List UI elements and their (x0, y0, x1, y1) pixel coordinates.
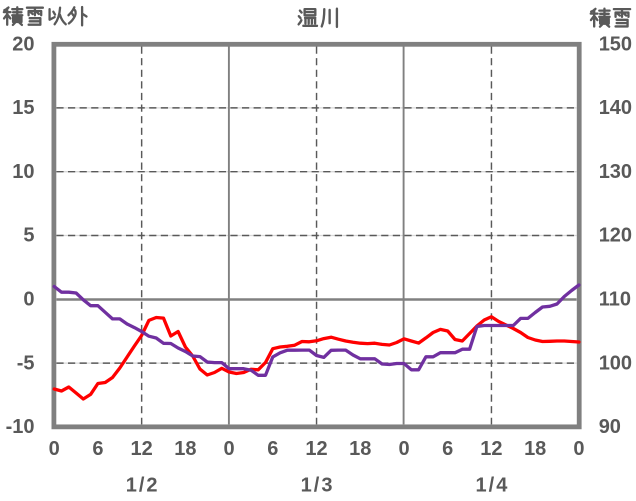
svg-text:150: 150 (599, 33, 632, 55)
svg-text:18: 18 (524, 438, 546, 460)
svg-text:12: 12 (130, 438, 152, 460)
svg-text:0: 0 (23, 289, 34, 311)
svg-text:130: 130 (599, 161, 632, 183)
svg-text:15: 15 (12, 97, 34, 119)
svg-text:1/3: 1/3 (301, 474, 335, 496)
svg-text:0: 0 (224, 438, 235, 460)
svg-text:120: 120 (599, 225, 632, 247)
svg-text:1/2: 1/2 (126, 474, 160, 496)
svg-text:100: 100 (599, 352, 632, 374)
svg-text:6: 6 (92, 438, 103, 460)
svg-text:12: 12 (305, 438, 327, 460)
svg-text:6: 6 (442, 438, 453, 460)
svg-text:0: 0 (573, 438, 584, 460)
svg-text:-10: -10 (6, 416, 35, 438)
svg-text:6: 6 (267, 438, 278, 460)
svg-text:0: 0 (398, 438, 409, 460)
svg-text:18: 18 (174, 438, 196, 460)
svg-text:20: 20 (12, 33, 34, 55)
svg-text:110: 110 (599, 289, 631, 311)
svg-text:18: 18 (349, 438, 371, 460)
svg-text:1/4: 1/4 (476, 474, 510, 496)
svg-text:90: 90 (599, 416, 621, 438)
svg-text:5: 5 (23, 225, 34, 247)
svg-text:140: 140 (599, 97, 632, 119)
svg-text:0: 0 (49, 438, 60, 460)
svg-text:-5: -5 (17, 352, 35, 374)
svg-text:10: 10 (12, 161, 34, 183)
svg-text:12: 12 (480, 438, 502, 460)
